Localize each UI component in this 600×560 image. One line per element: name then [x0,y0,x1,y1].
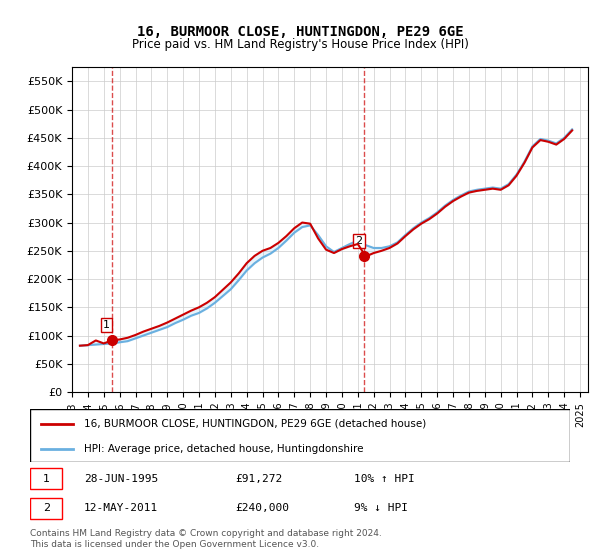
Text: 1: 1 [43,474,50,484]
Text: 1: 1 [103,320,110,330]
Text: 10% ↑ HPI: 10% ↑ HPI [354,474,415,484]
FancyBboxPatch shape [30,468,62,489]
Text: £91,272: £91,272 [235,474,283,484]
Text: 2: 2 [355,236,362,246]
Text: 2: 2 [43,503,50,514]
Text: 12-MAY-2011: 12-MAY-2011 [84,503,158,514]
Text: HPI: Average price, detached house, Huntingdonshire: HPI: Average price, detached house, Hunt… [84,444,364,454]
Text: 28-JUN-1995: 28-JUN-1995 [84,474,158,484]
FancyBboxPatch shape [30,498,62,519]
Text: 16, BURMOOR CLOSE, HUNTINGDON, PE29 6GE: 16, BURMOOR CLOSE, HUNTINGDON, PE29 6GE [137,25,463,39]
Text: 9% ↓ HPI: 9% ↓ HPI [354,503,408,514]
Text: £240,000: £240,000 [235,503,289,514]
Text: 16, BURMOOR CLOSE, HUNTINGDON, PE29 6GE (detached house): 16, BURMOOR CLOSE, HUNTINGDON, PE29 6GE … [84,419,426,429]
Text: Price paid vs. HM Land Registry's House Price Index (HPI): Price paid vs. HM Land Registry's House … [131,38,469,51]
Text: Contains HM Land Registry data © Crown copyright and database right 2024.
This d: Contains HM Land Registry data © Crown c… [30,529,382,549]
FancyBboxPatch shape [30,409,570,462]
